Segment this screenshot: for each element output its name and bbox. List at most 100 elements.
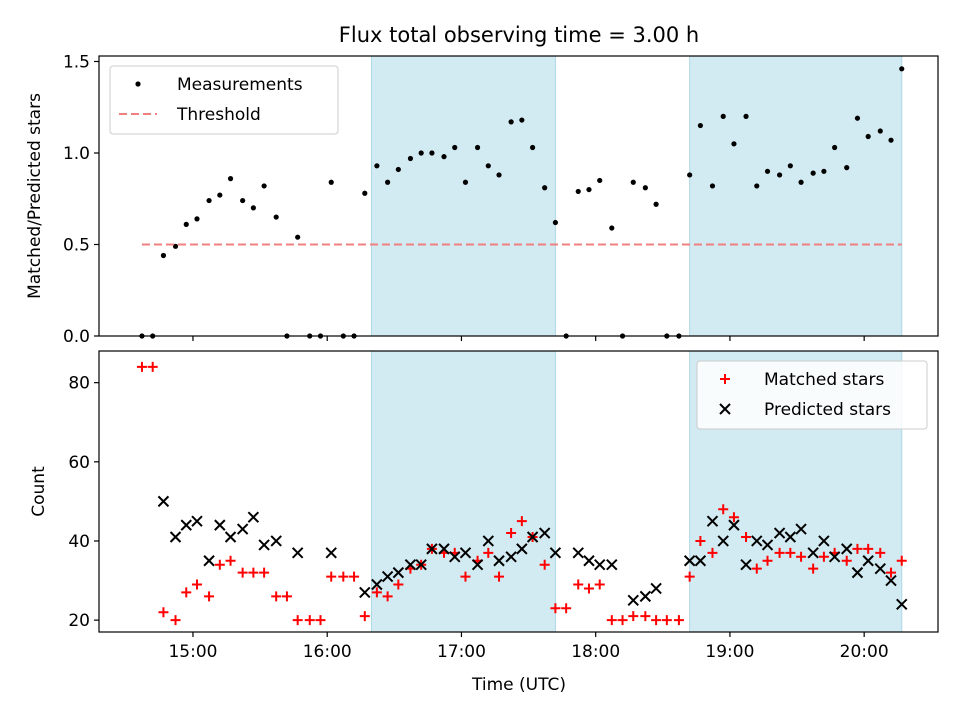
data-point xyxy=(483,547,494,558)
data-point xyxy=(697,122,703,129)
data-point xyxy=(640,611,651,622)
data-point xyxy=(795,523,807,535)
top-panel-ratio: 0.0 0.5 1.0 1.5 Matched/Predicted stars Measu… xyxy=(25,52,939,347)
data-point xyxy=(180,519,192,531)
data-point xyxy=(661,615,672,626)
data-point xyxy=(426,543,438,555)
data-point xyxy=(651,615,662,626)
bottom-panel-counts: 20 40 60 80 15:00 16:00 17:00 18:00 19:00 20:00 Co… xyxy=(29,350,939,662)
data-point xyxy=(441,154,447,160)
data-point xyxy=(529,144,536,151)
data-point xyxy=(462,179,469,185)
data-point xyxy=(844,165,850,171)
data-point xyxy=(865,133,871,140)
data-point xyxy=(474,144,481,151)
data-point xyxy=(214,559,225,570)
data-point xyxy=(886,567,897,578)
data-point xyxy=(707,547,718,558)
legend-label: Measurements xyxy=(177,75,303,95)
data-point xyxy=(774,547,785,558)
data-point xyxy=(160,252,167,259)
data-point xyxy=(717,535,729,547)
x-tick-label: 20:00 xyxy=(840,642,889,662)
data-point xyxy=(237,567,248,578)
series-predicted-stars xyxy=(157,495,908,611)
x-tick-label: 16:00 xyxy=(303,642,352,662)
data-point xyxy=(796,551,807,562)
data-point xyxy=(516,516,527,527)
data-point xyxy=(452,144,458,151)
x-tick-label: 15:00 xyxy=(168,642,217,662)
data-point xyxy=(349,571,360,582)
data-point xyxy=(561,603,572,614)
data-point xyxy=(271,591,282,602)
data-point xyxy=(832,144,838,151)
data-point xyxy=(382,591,393,602)
legend-label: Matched stars xyxy=(764,370,884,390)
data-point xyxy=(818,551,829,562)
data-point xyxy=(404,559,417,571)
data-point xyxy=(516,543,528,555)
legend: Matched stars Predicted stars xyxy=(696,360,928,430)
data-point xyxy=(395,166,401,173)
data-point xyxy=(798,179,804,185)
data-point xyxy=(526,531,539,543)
data-point xyxy=(731,141,737,147)
y-tick-label: 1.0 xyxy=(63,144,90,164)
data-point xyxy=(684,571,695,582)
data-point xyxy=(261,183,267,189)
data-point xyxy=(315,615,326,626)
data-point xyxy=(653,201,659,207)
data-point xyxy=(494,571,505,582)
legend-box xyxy=(696,360,928,430)
data-point xyxy=(751,563,762,574)
y-axis-label: Count xyxy=(29,466,49,517)
data-point xyxy=(787,163,793,169)
data-point xyxy=(863,543,874,554)
data-point xyxy=(852,543,863,554)
data-point xyxy=(683,555,696,567)
data-point xyxy=(508,119,514,125)
data-point xyxy=(572,547,584,559)
data-point xyxy=(429,150,435,156)
data-point xyxy=(505,551,517,563)
data-point xyxy=(304,615,315,626)
data-point xyxy=(374,163,380,169)
data-point xyxy=(418,150,424,156)
data-point xyxy=(573,579,584,590)
data-point xyxy=(639,590,652,603)
data-point xyxy=(751,535,763,547)
data-point xyxy=(326,571,337,582)
data-point xyxy=(542,185,548,191)
data-point xyxy=(291,547,304,559)
data-point xyxy=(273,214,279,220)
data-point xyxy=(407,155,414,162)
data-point xyxy=(706,515,719,527)
data-point xyxy=(594,579,605,590)
data-point xyxy=(642,185,648,191)
legend-box xyxy=(109,65,339,135)
data-point xyxy=(482,535,495,547)
legend-label: Threshold xyxy=(176,105,261,125)
data-point xyxy=(240,197,246,204)
data-point xyxy=(606,615,617,626)
data-point xyxy=(181,587,192,598)
data-point xyxy=(338,571,349,582)
data-point xyxy=(459,547,472,559)
series-measurements xyxy=(139,66,905,339)
data-point xyxy=(818,535,830,547)
data-point xyxy=(224,531,237,543)
x-tick-label: 18:00 xyxy=(571,642,620,662)
data-point xyxy=(728,519,740,531)
data-point xyxy=(519,117,525,123)
data-point xyxy=(630,179,636,185)
data-point xyxy=(392,566,405,579)
data-point xyxy=(896,555,907,566)
data-point xyxy=(194,216,200,222)
data-point xyxy=(740,559,752,571)
data-point xyxy=(617,615,628,626)
y-tick-label: 1.5 xyxy=(63,52,90,72)
data-point xyxy=(776,172,783,178)
legend-swatch-matched xyxy=(720,374,730,384)
